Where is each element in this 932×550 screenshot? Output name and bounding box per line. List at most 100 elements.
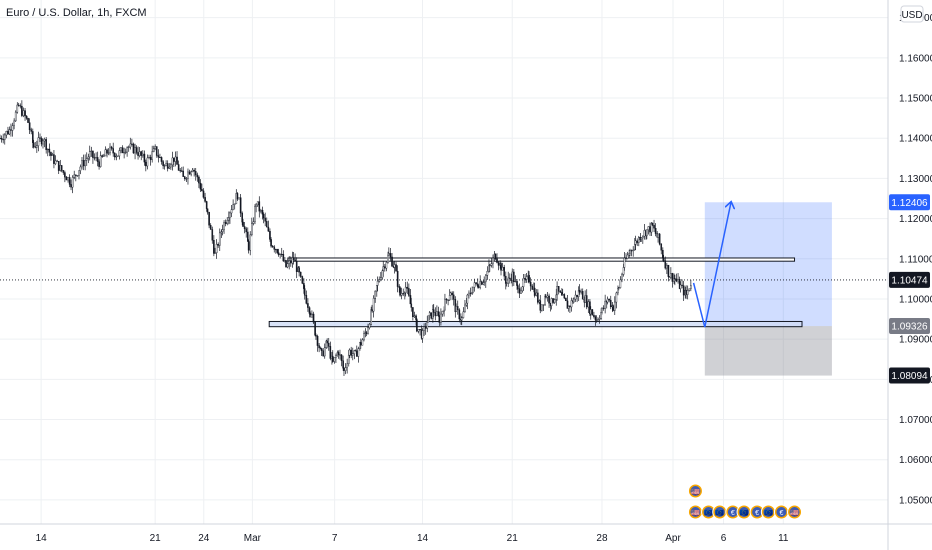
candle: [275, 248, 277, 254]
event-icon[interactable]: €: [773, 504, 789, 520]
event-icon[interactable]: 🇪🇺: [760, 504, 776, 520]
candle: [101, 154, 104, 158]
candle: [46, 148, 49, 157]
candle: [191, 167, 194, 173]
candle: [601, 307, 603, 315]
candle: [53, 149, 55, 169]
candle: [505, 282, 508, 287]
candle: [550, 297, 553, 310]
candle: [135, 145, 138, 155]
candle: [604, 294, 606, 314]
candle: [609, 295, 612, 310]
candle: [602, 305, 605, 311]
candle: [88, 145, 91, 161]
currency-badge[interactable]: USD: [900, 5, 924, 23]
candle: [546, 291, 549, 302]
candle: [412, 307, 414, 321]
candle: [232, 199, 234, 211]
candle: [513, 269, 515, 286]
y-tick-label: 1.13000: [899, 174, 932, 185]
candle: [190, 170, 192, 177]
candle: [311, 310, 313, 319]
y-tick-label: 1.16000: [899, 53, 932, 64]
candle: [146, 154, 149, 170]
candle: [591, 309, 594, 316]
candle: [539, 295, 542, 314]
price-label-text: 1.10474: [891, 275, 928, 286]
candle: [30, 127, 33, 135]
candle: [408, 283, 410, 297]
candle: [518, 283, 521, 299]
candle: [70, 179, 72, 191]
candle: [209, 223, 212, 230]
candle: [256, 201, 259, 207]
candle: [262, 212, 265, 224]
candle: [524, 274, 526, 284]
event-icon[interactable]: 🇪🇺: [712, 504, 728, 520]
projection-down-arrow: [692, 282, 706, 328]
candle: [151, 145, 153, 163]
candle: [143, 150, 146, 166]
event-icon-label: €: [755, 510, 759, 517]
candle: [521, 286, 524, 293]
candle: [520, 286, 522, 295]
candle: [204, 192, 206, 203]
y-tick-label: 1.06000: [899, 455, 932, 466]
y-tick-label: 1.14000: [899, 134, 932, 145]
candle: [27, 117, 29, 123]
event-icon[interactable]: €: [749, 504, 765, 520]
candle: [561, 288, 564, 296]
candle: [5, 130, 8, 139]
candle: [54, 155, 57, 166]
candle: [50, 151, 52, 161]
candle: [134, 143, 136, 160]
candle: [545, 293, 547, 300]
candle: [375, 285, 378, 297]
candle: [254, 204, 256, 225]
candle: [449, 291, 452, 296]
currency-label: USD: [901, 10, 922, 21]
candle: [367, 323, 369, 335]
x-tick-label: Apr: [665, 533, 681, 544]
candle: [37, 131, 40, 152]
event-icon[interactable]: 🇺🇸: [787, 504, 803, 520]
candle: [344, 363, 347, 375]
candle: [301, 275, 304, 285]
candle: [456, 300, 459, 315]
candle: [625, 253, 627, 261]
candle: [218, 228, 221, 252]
candle: [323, 343, 326, 359]
candle: [573, 297, 575, 303]
candle: [56, 159, 58, 162]
event-icon[interactable]: 🇺🇸: [687, 504, 703, 520]
candle: [60, 165, 63, 173]
candle: [22, 107, 25, 118]
event-icon-label: 🇪🇺: [764, 509, 773, 517]
event-icon[interactable]: €: [725, 504, 741, 520]
candle: [587, 299, 590, 314]
candle: [157, 149, 160, 163]
candle: [124, 148, 127, 155]
candle: [65, 176, 68, 181]
candle: [32, 139, 35, 149]
candle: [466, 293, 469, 310]
candle: [73, 170, 76, 180]
candle: [8, 126, 11, 136]
candle: [258, 196, 261, 218]
candle: [315, 333, 317, 340]
candle: [303, 285, 306, 300]
candle: [174, 151, 177, 167]
candle: [458, 308, 461, 323]
candle: [559, 290, 562, 293]
candle: [490, 257, 493, 268]
event-icon[interactable]: 🇪🇺: [736, 504, 752, 520]
x-tick-label: Mar: [244, 533, 262, 544]
event-icon[interactable]: 🇺🇸: [687, 483, 703, 499]
candle: [385, 261, 388, 272]
candle: [565, 297, 567, 302]
candle: [229, 211, 231, 224]
candle: [36, 140, 38, 153]
candle: [312, 311, 315, 325]
